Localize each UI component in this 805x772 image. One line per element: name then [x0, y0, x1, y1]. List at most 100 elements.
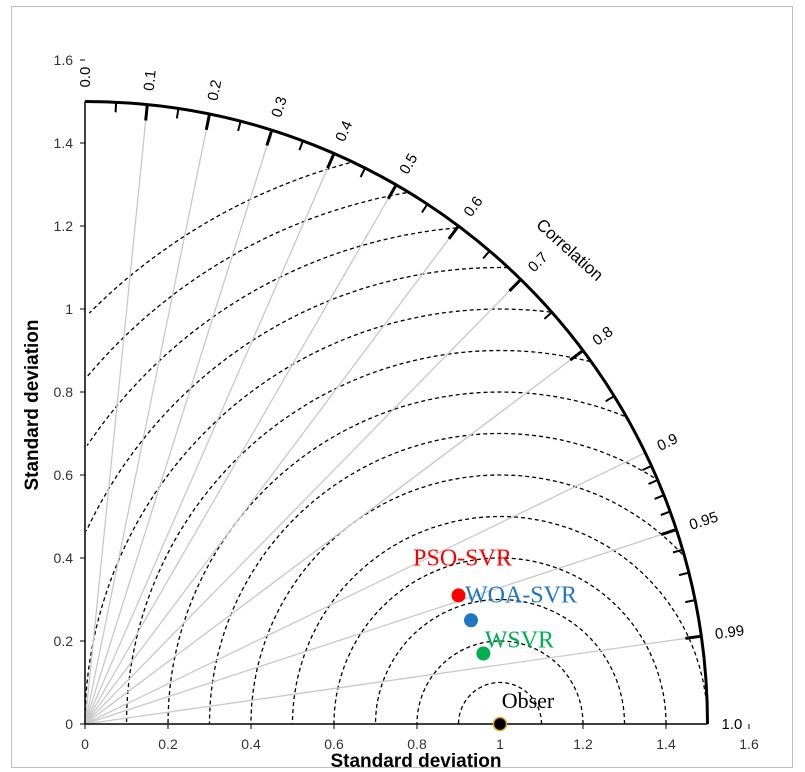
rms-contour-7 [167, 391, 625, 725]
arc-tick-0 [114, 102, 118, 113]
point-label-woa-svr: WOA-SVR [465, 582, 577, 608]
rms-contour-6 [208, 432, 655, 724]
axes [84, 101, 708, 725]
y-tick-label: 1.2 [54, 218, 74, 234]
correlation-label: 0.9 [654, 430, 680, 454]
arc-tick-1 [144, 104, 149, 121]
arc-tick-6 [298, 140, 304, 151]
x-ticks: 0 0.2 0.4 0.6 0.8 1 1.2 1.4 1.6 [81, 724, 759, 752]
x-tick-label: 0 [81, 736, 89, 752]
rms-contour-3 [333, 557, 667, 724]
arc-tick-7 [326, 152, 336, 169]
correlation-label: 0.3 [268, 95, 290, 120]
x-tick-label: 0.2 [158, 736, 178, 752]
point-label-wsvr: WSVR [485, 628, 554, 654]
y-ticks: 0 0.2 0.4 0.6 0.8 1 1.2 1.4 1.6 [54, 52, 85, 732]
rms-contour-4 [291, 515, 709, 724]
correlation-ray-7 [84, 349, 584, 725]
rms-contour-13 [88, 162, 350, 314]
arc-tick-20 [660, 510, 671, 516]
arc-tick-10 [421, 203, 429, 214]
arc-tick-11 [447, 225, 460, 240]
correlation-label: 0.4 [332, 118, 356, 144]
outer-arc [84, 100, 709, 725]
point-wsvr [476, 646, 491, 661]
arc-tick-12 [482, 250, 491, 260]
point-pso-svr [451, 588, 466, 603]
x-tick-label: 1.2 [573, 736, 593, 752]
correlation-ray-0 [84, 104, 148, 725]
correlation-label: 0.1 [141, 69, 160, 91]
correlation-rays [84, 104, 702, 725]
rms-contour-9 [84, 308, 551, 725]
point-obser [492, 716, 508, 732]
y-tick-label: 1 [65, 301, 73, 317]
x-tick-label: 0.6 [324, 736, 344, 752]
correlation-label: 0.2 [204, 78, 225, 102]
y-tick-label: 0.6 [54, 467, 74, 483]
correlation-label: 0.0 [77, 67, 94, 88]
correlation-ray-1 [84, 113, 211, 725]
arc-tick-25 [685, 634, 702, 640]
arc-tick-19 [654, 494, 665, 500]
rms-contour-12 [86, 192, 407, 378]
arc-tick-24 [685, 599, 696, 604]
rms-contour-10 [85, 266, 509, 532]
rms-contour-0 [457, 681, 543, 724]
x-tick-label: 1 [496, 736, 504, 752]
arc-tick-16 [605, 395, 615, 403]
arc-tick-22 [672, 548, 683, 554]
x-tick-label: 0.8 [407, 736, 427, 752]
x-tick-label: 0.4 [241, 736, 261, 752]
rms-contour-5 [250, 474, 683, 724]
arc-tick-21 [660, 528, 677, 537]
y-tick-label: 1.4 [54, 135, 74, 151]
correlation-label: 0.6 [461, 193, 487, 220]
correlation-ray-8 [84, 452, 646, 725]
y-axis-label: Standard deviation [22, 319, 43, 490]
arc-tick-18 [648, 479, 659, 485]
correlation-ray-2 [84, 130, 273, 725]
correlation-ray-3 [84, 153, 335, 725]
correlation-ray-6 [84, 278, 522, 725]
data-points: PSO-SVR WOA-SVR WSVR Obser [413, 545, 577, 732]
x-tick-label: 1.6 [739, 736, 759, 752]
arc-tick-17 [641, 464, 652, 472]
point-label-obser: Obser [502, 688, 555, 713]
y-tick-label: 0.8 [54, 384, 74, 400]
arc-tick-15 [569, 349, 584, 362]
rms-contour-8 [125, 349, 591, 725]
correlation-label: 0.95 [687, 509, 720, 534]
correlation-ray-5 [84, 225, 460, 725]
arc-tick-14 [543, 311, 553, 320]
arc-tick-13 [508, 278, 522, 292]
correlation-ray-9 [84, 528, 677, 725]
correlation-arc-label: Correlation [532, 215, 607, 285]
rms-contours [84, 162, 709, 725]
rms-contour-1 [416, 640, 584, 724]
rms-contour-11 [86, 227, 457, 446]
x-axis-label: Standard deviation [330, 751, 501, 772]
y-tick-label: 0.4 [54, 550, 74, 566]
correlation-arc [84, 100, 709, 725]
arc-tick-2 [175, 108, 180, 119]
arc-tick-4 [237, 121, 242, 132]
correlation-ray-4 [84, 184, 397, 725]
correlation-label: 0.8 [589, 323, 616, 349]
chart-frame [11, 6, 793, 768]
x-tick-label: 1.4 [656, 736, 676, 752]
arc-tick-3 [204, 113, 211, 131]
y-tick-label: 1.6 [54, 52, 74, 68]
arc-tick-9 [386, 184, 398, 200]
y-tick-label: 0.2 [54, 633, 74, 649]
correlation-ray-10 [84, 635, 702, 725]
correlation-label: 0.5 [396, 151, 421, 178]
point-woa-svr [464, 613, 478, 628]
arc-tick-23 [678, 571, 690, 577]
arc-tick-5 [265, 129, 274, 146]
y-tick-label: 0 [65, 716, 73, 732]
correlation-label: 0.7 [525, 249, 552, 276]
correlation-labels: 0.0 0.1 0.2 0.3 0.4 0.5 0.6 0.7 0.8 0.9 0.95 0.99 1.… [77, 67, 745, 733]
correlation-label: 0.99 [714, 622, 745, 643]
